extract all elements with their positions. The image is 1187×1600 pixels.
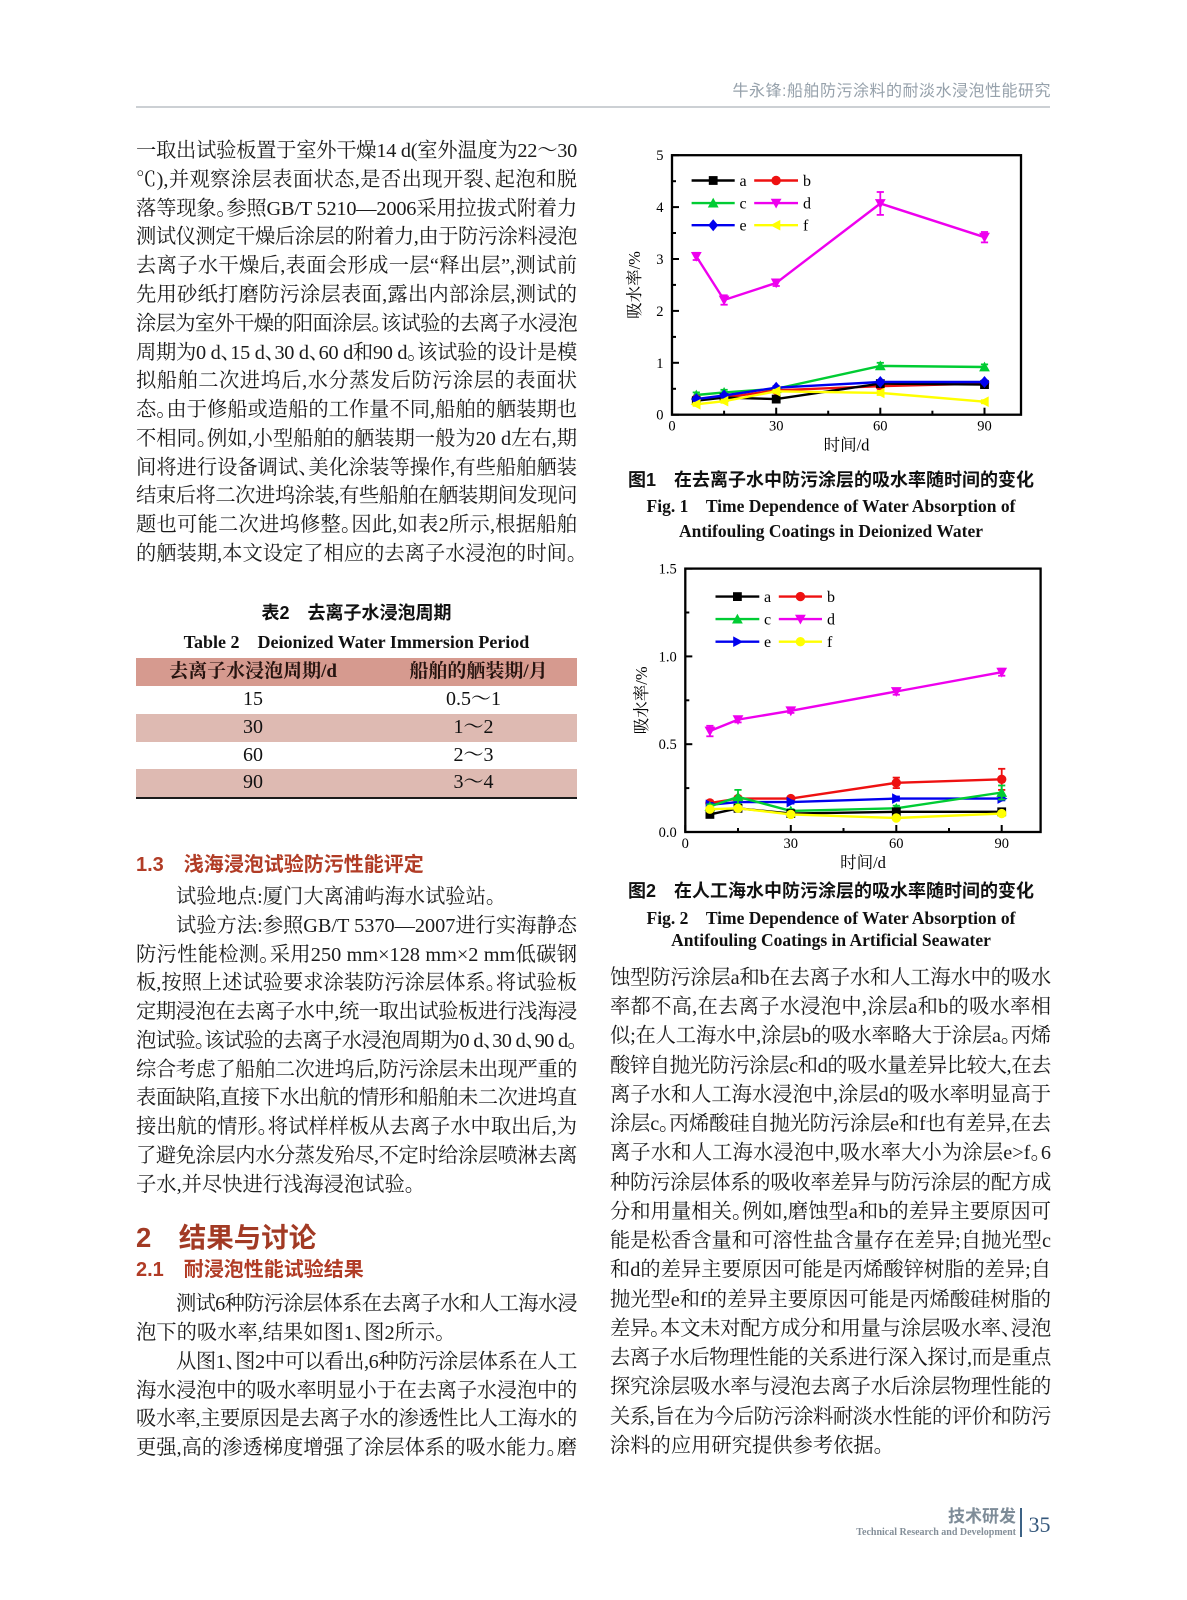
svg-text:a: a — [740, 173, 747, 190]
svg-text:c: c — [740, 196, 747, 213]
svg-text:e: e — [740, 218, 747, 235]
svg-text:d: d — [803, 196, 811, 213]
svg-text:90: 90 — [994, 836, 1009, 852]
svg-text:30: 30 — [769, 419, 784, 435]
svg-text:1.0: 1.0 — [659, 649, 677, 665]
svg-text:d: d — [827, 612, 835, 629]
svg-text:0: 0 — [682, 836, 689, 852]
svg-text:1.5: 1.5 — [659, 562, 677, 578]
svg-text:1: 1 — [656, 356, 663, 372]
svg-text:0: 0 — [668, 419, 675, 435]
svg-text:c: c — [764, 612, 771, 629]
svg-text:5: 5 — [656, 148, 663, 164]
svg-text:90: 90 — [977, 419, 992, 435]
svg-text:60: 60 — [873, 419, 888, 435]
svg-text:时间/d: 时间/d — [824, 436, 871, 455]
svg-text:吸水率/%: 吸水率/% — [625, 251, 644, 319]
svg-text:4: 4 — [656, 200, 664, 216]
svg-text:0: 0 — [656, 408, 663, 424]
svg-text:2: 2 — [656, 304, 663, 320]
svg-text:吸水率/%: 吸水率/% — [632, 666, 651, 734]
svg-text:60: 60 — [889, 836, 904, 852]
svg-text:0.0: 0.0 — [659, 825, 677, 841]
svg-text:a: a — [764, 589, 771, 606]
svg-text:b: b — [827, 589, 835, 606]
svg-text:e: e — [764, 634, 771, 651]
svg-text:时间/d: 时间/d — [840, 853, 887, 872]
svg-text:30: 30 — [784, 836, 799, 852]
svg-text:3: 3 — [656, 252, 663, 268]
svg-text:b: b — [803, 173, 811, 190]
svg-text:0.5: 0.5 — [659, 737, 677, 753]
svg-text:f: f — [827, 634, 833, 651]
svg-text:f: f — [803, 218, 809, 235]
